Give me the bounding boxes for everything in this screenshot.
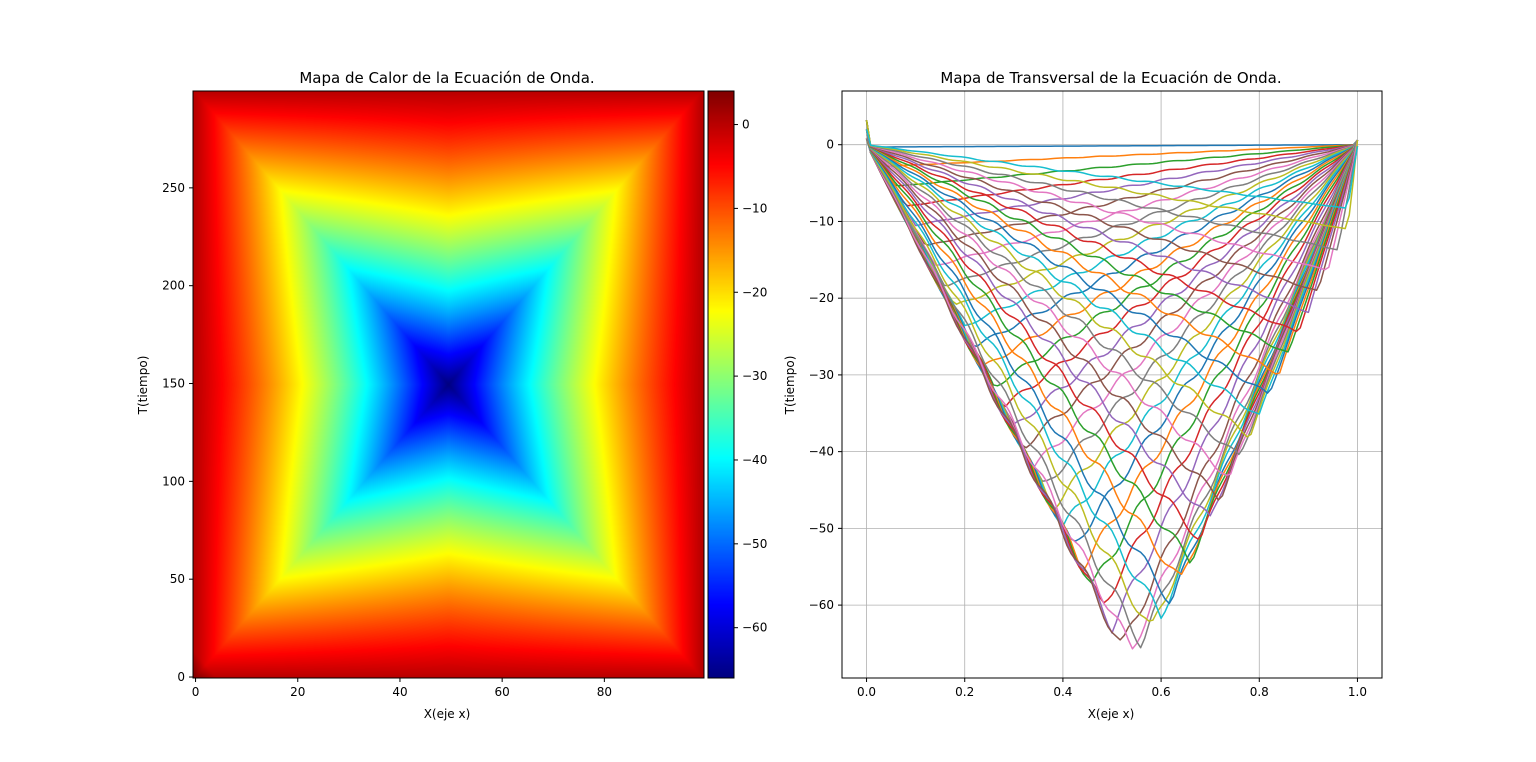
line-series-49 (865, 120, 1359, 230)
heatmap-x-tick-label: 0 (192, 685, 200, 699)
line-y-tick-label: −30 (809, 368, 834, 382)
line-series-46 (865, 120, 1359, 291)
line-series-26 (865, 129, 1359, 641)
line-series-45 (865, 138, 1359, 314)
line-series-50 (865, 129, 1359, 209)
heatmap-y-tick-label: 100 (162, 474, 185, 488)
line-y-tick-label: −50 (809, 521, 834, 535)
line-panel: Mapa de Transversal de la Ecuación de On… (783, 69, 1383, 721)
colorbar-axis: 0 −10 −20 −30 −40 −50 −60 (734, 118, 767, 635)
line-series-28 (865, 120, 1359, 649)
line-series-group (865, 120, 1359, 650)
line-series-48 (865, 138, 1359, 251)
line-x-tick-label: 0.2 (955, 685, 974, 699)
heatmap-image (193, 91, 704, 678)
heatmap-x-label: X(eje x) (424, 707, 471, 721)
heatmap-x-tick-label: 40 (392, 685, 407, 699)
heatmap-title: Mapa de Calor de la Ecuación de Onda. (299, 69, 594, 87)
heatmap-y-axis: 0 50 100 150 200 250 (162, 181, 193, 684)
line-series-30 (865, 138, 1359, 620)
line-series-47 (865, 129, 1359, 271)
line-series-39 (865, 138, 1359, 438)
line-series-4 (865, 120, 1358, 207)
line-series-7 (865, 120, 1359, 267)
colorbar-tick-label: −30 (742, 369, 767, 383)
heatmap-y-label: T(tiempo) (136, 356, 150, 416)
heatmap-frame (192, 90, 705, 679)
line-series-43 (865, 120, 1359, 353)
line-x-tick-label: 0.4 (1053, 685, 1072, 699)
line-y-label: T(tiempo) (783, 356, 797, 416)
heatmap-y-tick-label: 50 (170, 572, 185, 586)
line-y-tick-label: −40 (809, 445, 834, 459)
line-series-1 (865, 120, 1359, 148)
colorbar-tick-label: −60 (742, 621, 767, 635)
line-series-37 (865, 120, 1359, 477)
line-x-axis: 0.0 0.2 0.4 0.6 0.8 1.0 (857, 678, 1367, 699)
line-series-6 (865, 138, 1358, 246)
colorbar-tick-label: −40 (742, 453, 767, 467)
heatmap-x-tick-label: 20 (290, 685, 305, 699)
colorbar-tick-label: −10 (742, 201, 767, 215)
line-y-tick-label: −10 (809, 214, 834, 228)
line-series-40 (865, 120, 1359, 415)
line-series-41 (865, 129, 1359, 394)
heatmap-panel: Mapa de Calor de la Ecuación de Onda. 0 2… (136, 69, 767, 721)
colorbar-tick-label: 0 (742, 118, 750, 132)
heatmap-image-wrapper (193, 91, 704, 678)
line-frame (841, 90, 1383, 679)
heatmap-x-axis: 0 20 40 60 80 (192, 678, 612, 699)
line-series-42 (865, 138, 1359, 375)
colorbar-wrapper (708, 91, 734, 678)
heatmap-y-tick-label: 0 (177, 670, 185, 684)
heatmap-x-tick-label: 60 (495, 685, 510, 699)
colorbar-tick-label: −20 (742, 285, 767, 299)
colorbar-tick-label: −50 (742, 537, 767, 551)
line-y-tick-label: −20 (809, 291, 834, 305)
line-series-36 (865, 138, 1359, 501)
heatmap-y-tick-label: 150 (162, 377, 185, 391)
line-series-3 (865, 138, 1359, 187)
line-series-44 (865, 129, 1359, 333)
line-series-27 (865, 138, 1359, 650)
colorbar-image (708, 91, 734, 678)
line-title: Mapa de Transversal de la Ecuación de On… (940, 69, 1281, 87)
line-x-tick-label: 1.0 (1348, 685, 1367, 699)
line-x-tick-label: 0.8 (1250, 685, 1269, 699)
line-x-tick-label: 0.0 (857, 685, 876, 699)
line-y-tick-label: −60 (809, 598, 834, 612)
line-series-14 (865, 129, 1358, 408)
line-x-tick-label: 0.6 (1152, 685, 1171, 699)
colorbar-frame (707, 90, 735, 679)
line-y-tick-label: 0 (826, 138, 834, 152)
heatmap-x-tick-label: 80 (597, 685, 612, 699)
line-series-8 (865, 129, 1358, 287)
line-series-29 (865, 129, 1359, 622)
line-series-38 (865, 129, 1359, 456)
line-y-axis: 0 −10 −20 −30 −40 −50 −60 (809, 138, 842, 612)
heatmap-y-tick-label: 250 (162, 181, 185, 195)
heatmap-y-tick-label: 200 (162, 279, 185, 293)
line-x-label: X(eje x) (1088, 707, 1135, 721)
line-series-5 (865, 129, 1359, 227)
